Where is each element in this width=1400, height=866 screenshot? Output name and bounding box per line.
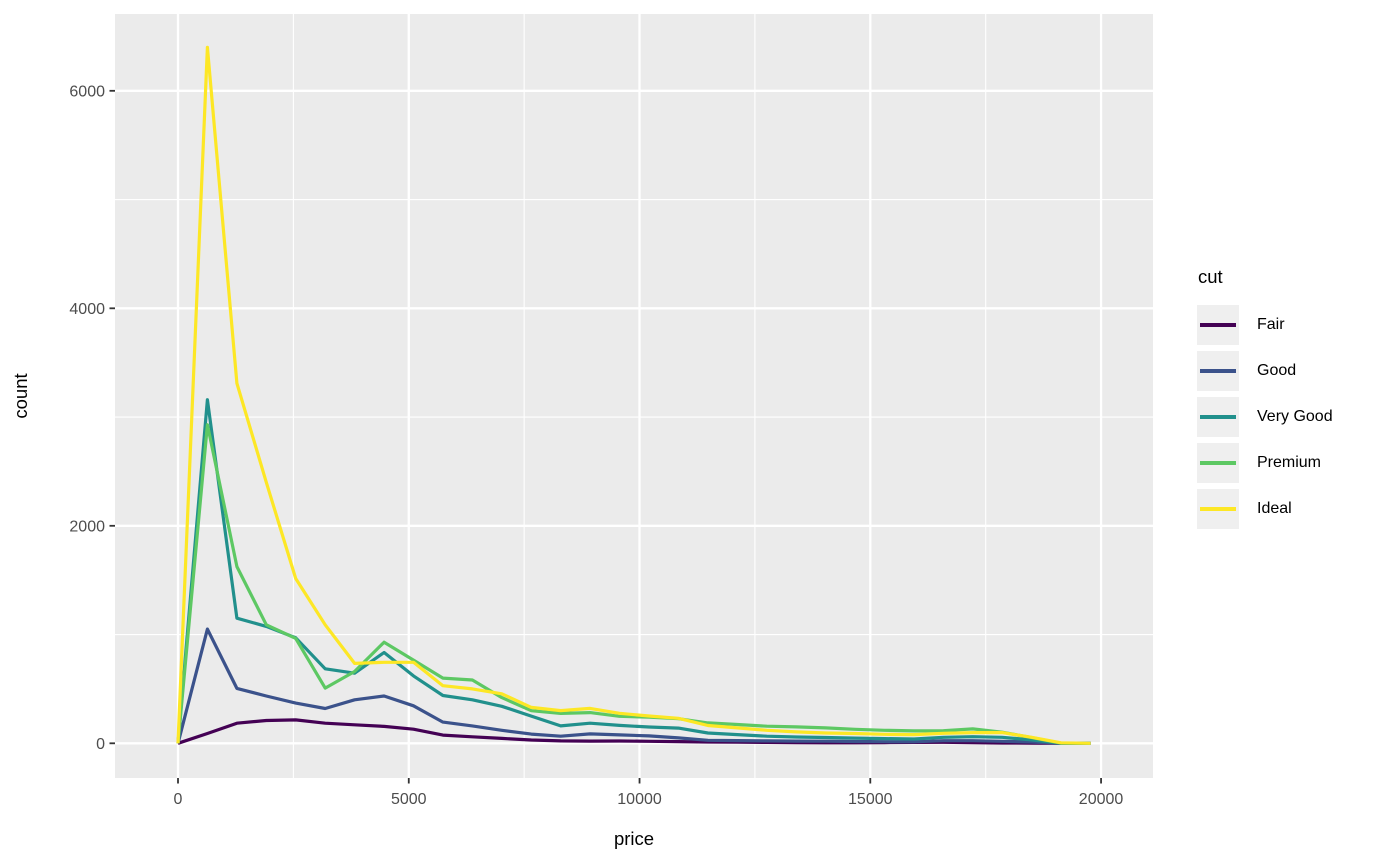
legend-key-line	[1200, 461, 1236, 465]
legend-key-line	[1200, 507, 1236, 511]
legend-key-swatch	[1197, 397, 1239, 437]
legend-key-swatch	[1197, 351, 1239, 391]
legend-entry-label: Very Good	[1257, 408, 1333, 425]
legend-entry-ideal: Ideal	[1197, 489, 1292, 529]
legend-key-swatch	[1197, 489, 1239, 529]
legend-entry-fair: Fair	[1197, 305, 1285, 345]
legend-key-swatch	[1197, 305, 1239, 345]
legend-entry-premium: Premium	[1197, 443, 1321, 483]
y-axis-title: count	[10, 373, 31, 419]
y-tick-label: 4000	[69, 301, 105, 318]
legend-entry-label: Premium	[1257, 454, 1322, 471]
legend-entry-label: Ideal	[1257, 500, 1292, 517]
series-line-very-good	[176, 398, 1091, 745]
x-tick-label: 10000	[617, 791, 662, 808]
legend-key-line	[1200, 369, 1236, 373]
panel-background	[115, 14, 1153, 778]
x-tick-label: 0	[174, 791, 183, 808]
legend-entry-label: Good	[1257, 362, 1297, 379]
legend-title: cut	[1198, 266, 1223, 287]
legend-key-line	[1200, 415, 1236, 419]
legend-key-swatch	[1197, 443, 1239, 483]
legend-entry-very-good: Very Good	[1197, 397, 1333, 437]
x-axis-title: price	[613, 828, 655, 849]
series-line-premium	[176, 423, 1091, 745]
series-line-good	[176, 627, 1091, 745]
x-tick-label: 5000	[391, 791, 427, 808]
legend-key-line	[1200, 323, 1236, 327]
x-tick-label: 15000	[848, 791, 893, 808]
series-line-ideal	[176, 45, 1091, 745]
y-tick-label: 2000	[69, 518, 105, 535]
y-tick-label: 0	[96, 736, 105, 753]
legend-entry-good: Good	[1197, 351, 1296, 391]
legend-entry-label: Fair	[1257, 316, 1285, 333]
legend: cut Fair Good Very Good Premium Ideal	[1197, 266, 1397, 546]
x-tick-label: 20000	[1079, 791, 1124, 808]
y-tick-label: 6000	[69, 83, 105, 100]
